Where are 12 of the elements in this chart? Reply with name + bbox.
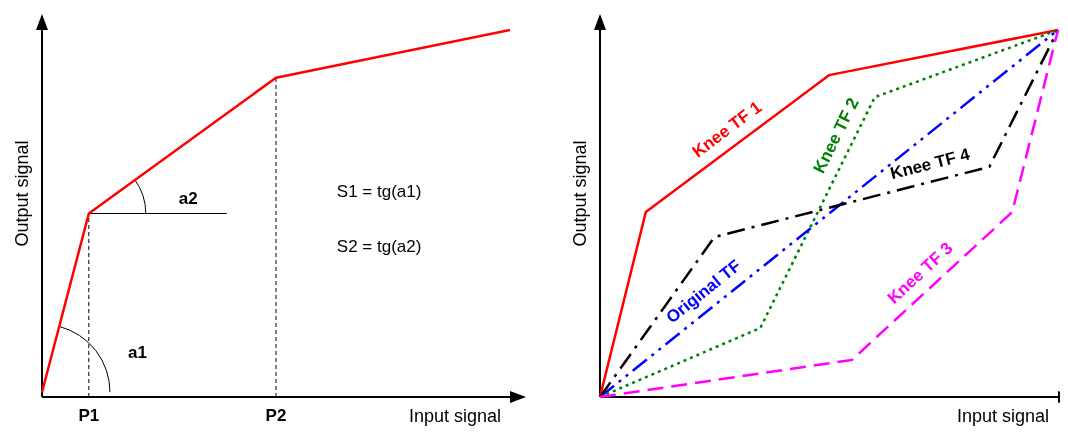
annotation: a2 [178, 188, 198, 208]
x-axis-title: Input signal [408, 406, 502, 426]
x-axis-title: Input signal [956, 406, 1050, 426]
x-tick-label: P1 [78, 406, 100, 425]
text: Knee TF 2 [809, 94, 863, 177]
y-axis-title: Output signal [12, 140, 32, 247]
text: Knee TF 4 [888, 144, 973, 184]
annotation: S1 = tg(a1) [336, 182, 422, 201]
x-tick-label: P2 [265, 406, 287, 425]
annotation: S2 = tg(a2) [336, 237, 422, 256]
annotation: a1 [128, 343, 147, 363]
y-axis-title: Output signal [570, 140, 590, 247]
